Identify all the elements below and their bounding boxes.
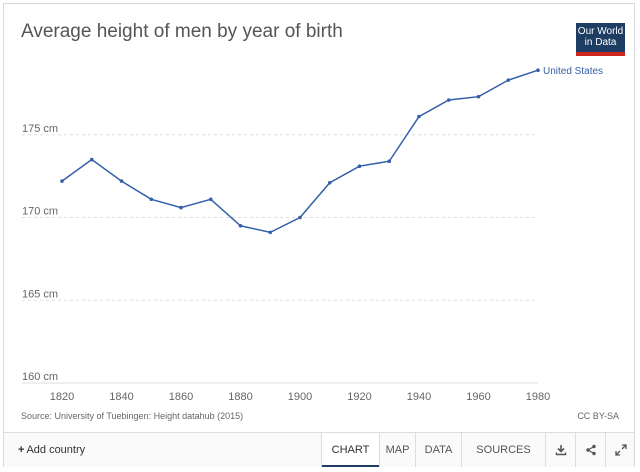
add-country-label: Add country [26, 444, 86, 456]
data-point [179, 205, 183, 210]
logo-line-1: Our World [577, 26, 624, 37]
tab-data[interactable]: DATA [415, 433, 461, 467]
data-point [387, 159, 392, 164]
download-icon [555, 445, 567, 456]
x-tick-label: 1840 [109, 391, 133, 403]
plus-icon: + [18, 444, 25, 456]
data-point [506, 78, 511, 82]
data-point [208, 197, 213, 202]
data-point [298, 215, 302, 220]
data-point [238, 223, 243, 228]
x-tick-label: 1900 [288, 391, 312, 403]
data-point [119, 179, 124, 183]
tab-data-label: DATA [424, 444, 453, 456]
data-point [60, 179, 64, 183]
data-point [327, 180, 332, 185]
line-chart: 160 cm 165 cm 170 cm 175 cm 1820 1840 1860 1880… [22, 66, 603, 403]
chart-toolbar: + Add country CHART MAP DATA SOURCES [4, 432, 634, 467]
fullscreen-button[interactable] [605, 433, 636, 467]
add-country-button[interactable]: + Add country [18, 433, 85, 467]
x-tick-label: 1920 [347, 391, 371, 403]
tab-sources-label: SOURCES [476, 444, 531, 456]
tab-map[interactable]: MAP [379, 433, 415, 467]
data-point [357, 164, 362, 168]
owid-logo[interactable]: Our World in Data [576, 23, 625, 56]
chart-card: Average height of men by year of birth O… [3, 3, 635, 467]
tab-chart-label: CHART [331, 444, 370, 456]
source-note: Source: University of Tuebingen: Height … [21, 411, 244, 421]
data-point [446, 98, 451, 102]
x-tick-label: 1980 [526, 391, 550, 403]
y-tick-label: 170 cm [22, 206, 58, 218]
chart-title: Average height of men by year of birth [21, 21, 343, 42]
tab-map-label: MAP [385, 444, 410, 456]
x-tick-label: 1860 [169, 391, 193, 403]
y-tick-label: 165 cm [22, 288, 58, 300]
y-tick-label: 175 cm [22, 123, 58, 135]
data-point [149, 197, 154, 202]
x-tick-label: 1940 [407, 391, 431, 403]
data-point [89, 157, 94, 162]
x-tick-label: 1820 [50, 391, 74, 403]
logo-line-2: in Data [584, 37, 617, 48]
data-point [476, 94, 481, 99]
fullscreen-icon [615, 444, 627, 456]
x-tick-label: 1880 [228, 391, 252, 403]
share-button[interactable] [575, 433, 606, 467]
tab-chart[interactable]: CHART [321, 433, 379, 467]
download-button[interactable] [545, 433, 576, 467]
series-label: United States [543, 66, 603, 77]
share-icon [586, 444, 596, 456]
license-note[interactable]: CC BY-SA [577, 411, 619, 421]
data-point [417, 114, 421, 119]
y-tick-label: 160 cm [22, 371, 58, 383]
series-line [61, 69, 539, 234]
x-tick-label: 1960 [466, 391, 490, 403]
data-point [536, 68, 540, 73]
data-point [268, 230, 273, 235]
tab-sources[interactable]: SOURCES [461, 433, 545, 467]
